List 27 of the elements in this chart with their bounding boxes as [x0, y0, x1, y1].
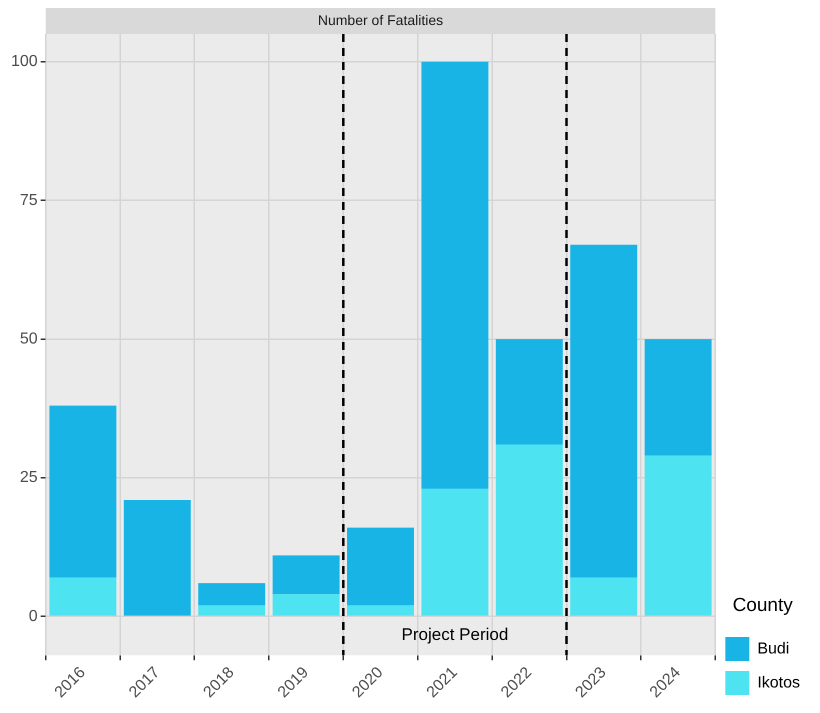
- y-tick-label: 0: [28, 608, 38, 625]
- bar: [347, 605, 414, 616]
- bar: [49, 406, 116, 578]
- annotation: Project Period: [402, 624, 508, 644]
- bar: [570, 578, 638, 616]
- bar: [496, 339, 563, 444]
- chart-title: Number of Fatalities: [318, 12, 444, 28]
- y-tick-label: 25: [20, 469, 38, 486]
- bar: [198, 583, 266, 606]
- legend-title: County: [732, 594, 794, 616]
- y-tick-label: 100: [10, 53, 38, 70]
- y-tick-label: 50: [20, 330, 38, 348]
- bar: [421, 62, 488, 489]
- y-tick-label: 75: [20, 192, 38, 209]
- bar: [49, 578, 116, 616]
- bar: [570, 244, 638, 578]
- bar: [124, 500, 191, 616]
- legend-label: Budi: [757, 640, 790, 658]
- bar: [198, 605, 266, 616]
- bar: [496, 444, 563, 616]
- bar: [272, 594, 340, 616]
- bar: [272, 555, 340, 594]
- legend-label: Ikotos: [757, 674, 800, 692]
- bar: [347, 528, 414, 606]
- bar: [644, 456, 712, 616]
- bar: [644, 339, 712, 456]
- bar: [421, 488, 488, 616]
